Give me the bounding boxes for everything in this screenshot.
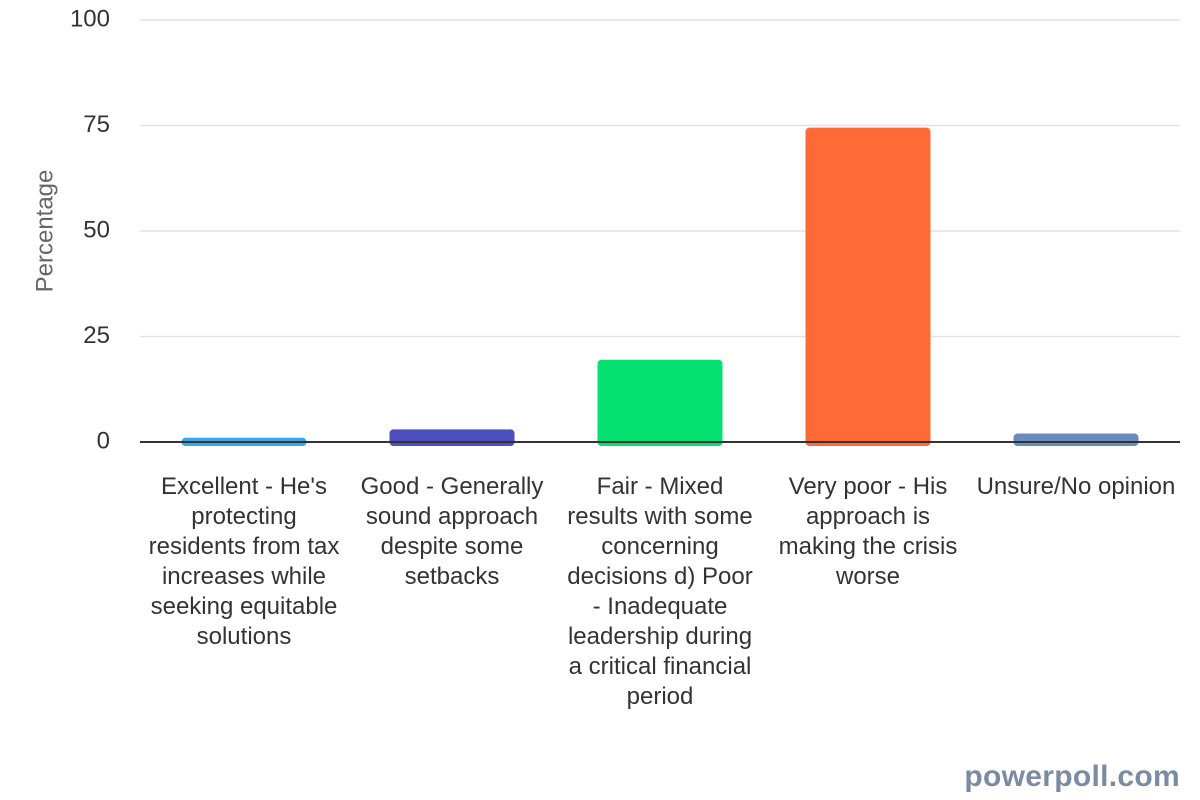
y-tick-label: 75 xyxy=(83,111,110,138)
x-category-label: Fair - Mixed results with some concernin… xyxy=(567,473,753,710)
bars xyxy=(181,127,1139,447)
y-tick-label: 25 xyxy=(83,322,110,349)
watermark-logo: powerpoll.com xyxy=(964,760,1180,793)
y-tick-label: 50 xyxy=(83,216,110,243)
bar xyxy=(1013,433,1139,446)
bar xyxy=(597,359,723,446)
x-category-label: Excellent - He's protecting residents fr… xyxy=(148,473,340,650)
y-tick-label: 100 xyxy=(70,5,110,32)
y-axis-title: Percentage xyxy=(31,170,58,293)
x-category-label: Unsure/No opinion xyxy=(976,473,1176,500)
bar xyxy=(805,127,931,447)
x-category-label: Very poor - His approach is making the c… xyxy=(778,473,958,590)
y-axis-ticks: 0 25 50 75 100 xyxy=(70,5,110,454)
x-category-label: Good - Generally sound approach despite … xyxy=(360,473,544,590)
y-tick-label: 0 xyxy=(97,427,110,454)
bar xyxy=(389,429,515,446)
gridlines xyxy=(140,19,1180,338)
